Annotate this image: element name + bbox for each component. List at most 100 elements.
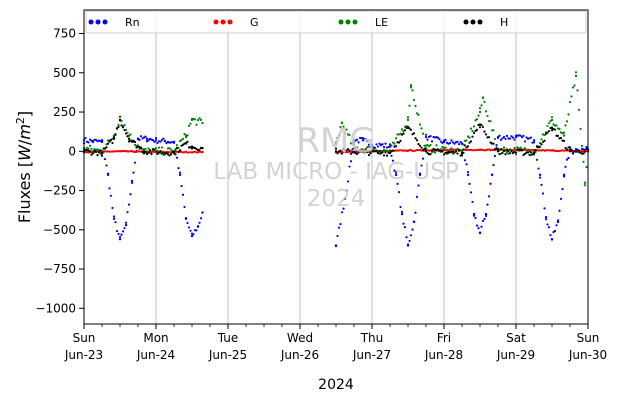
y-axis-label-suffix: ] bbox=[15, 111, 34, 117]
y-axis-label-unit-m: m bbox=[15, 124, 34, 140]
data-point bbox=[340, 211, 344, 214]
data-point bbox=[411, 228, 414, 231]
data-point bbox=[453, 142, 456, 145]
data-point bbox=[349, 152, 353, 155]
data-point bbox=[105, 164, 108, 167]
data-point bbox=[460, 154, 464, 157]
x-tick-label-date: Jun-26 bbox=[280, 348, 319, 362]
data-point bbox=[568, 148, 572, 151]
data-point bbox=[423, 147, 426, 150]
data-point bbox=[576, 89, 579, 92]
data-point bbox=[408, 239, 411, 243]
data-point bbox=[160, 138, 164, 141]
data-point bbox=[147, 151, 150, 154]
data-point bbox=[348, 133, 351, 137]
data-point bbox=[181, 193, 185, 196]
data-point bbox=[465, 139, 468, 142]
data-point bbox=[165, 152, 168, 155]
data-point bbox=[111, 206, 114, 210]
data-point-key bbox=[562, 134, 566, 137]
data-point bbox=[124, 132, 128, 135]
data-point bbox=[391, 141, 395, 144]
data-point bbox=[514, 153, 518, 156]
data-point bbox=[424, 133, 428, 136]
data-point bbox=[501, 137, 504, 140]
data-point bbox=[441, 145, 444, 149]
data-point bbox=[409, 234, 413, 237]
data-point bbox=[357, 141, 360, 144]
data-point bbox=[535, 158, 539, 161]
data-point bbox=[456, 152, 459, 155]
data-point bbox=[378, 149, 381, 153]
data-point bbox=[537, 167, 540, 170]
data-point-key bbox=[532, 151, 536, 155]
data-point bbox=[132, 171, 135, 174]
data-point bbox=[436, 148, 440, 151]
data-point bbox=[355, 138, 359, 141]
data-point bbox=[565, 120, 569, 123]
data-point bbox=[339, 149, 342, 152]
data-point bbox=[469, 127, 473, 130]
legend-label-rn: Rn bbox=[125, 16, 140, 29]
y-axis: 750 500 250 0 −250 −500 −750 −1000 bbox=[35, 27, 84, 315]
data-point bbox=[159, 149, 162, 153]
data-point bbox=[345, 149, 348, 152]
data-point bbox=[87, 147, 90, 150]
data-point bbox=[417, 184, 420, 187]
data-point bbox=[471, 129, 474, 133]
data-point bbox=[519, 146, 522, 149]
data-point bbox=[505, 134, 509, 138]
data-point bbox=[169, 148, 173, 151]
x-tick-label-day: Sun bbox=[577, 331, 600, 345]
x-tick-label-day: Fri bbox=[437, 331, 451, 345]
data-point bbox=[477, 227, 480, 230]
data-point-key bbox=[190, 145, 194, 148]
legend-box bbox=[85, 10, 587, 34]
data-point bbox=[367, 153, 371, 157]
data-point bbox=[444, 138, 447, 141]
data-point bbox=[390, 154, 393, 157]
data-point-key bbox=[532, 139, 536, 142]
y-tick-label: 750 bbox=[53, 27, 76, 41]
legend: Rn G LE H bbox=[85, 10, 587, 34]
data-point bbox=[123, 128, 126, 132]
data-point bbox=[364, 138, 368, 141]
watermark: RMG LAB MICRO - IAG-USP 2024 bbox=[213, 121, 459, 212]
data-point bbox=[133, 161, 137, 164]
data-point bbox=[367, 143, 371, 146]
data-point-key bbox=[478, 148, 482, 151]
data-point bbox=[450, 147, 453, 150]
data-point-key bbox=[100, 151, 104, 155]
data-point bbox=[504, 137, 507, 140]
data-point bbox=[505, 148, 509, 151]
data-point bbox=[409, 128, 413, 131]
data-point bbox=[556, 134, 560, 137]
data-point-key bbox=[154, 139, 158, 142]
data-point bbox=[108, 187, 111, 190]
data-point bbox=[400, 210, 404, 213]
data-point bbox=[546, 131, 549, 134]
data-point bbox=[120, 124, 123, 127]
data-point bbox=[355, 146, 359, 149]
legend-marker bbox=[470, 19, 476, 25]
data-point bbox=[442, 153, 446, 156]
data-point-key bbox=[118, 238, 122, 241]
data-point bbox=[157, 146, 161, 149]
data-point bbox=[342, 125, 345, 128]
legend-marker bbox=[338, 19, 344, 25]
data-point bbox=[418, 144, 422, 147]
data-point bbox=[426, 151, 429, 155]
data-point bbox=[462, 148, 465, 151]
data-point bbox=[523, 147, 527, 150]
legend-marker bbox=[220, 19, 226, 25]
data-point bbox=[454, 150, 458, 153]
data-point bbox=[339, 223, 342, 226]
data-point bbox=[96, 154, 99, 157]
data-point bbox=[180, 184, 183, 188]
data-point bbox=[385, 154, 389, 157]
data-point bbox=[475, 224, 479, 227]
data-point bbox=[156, 141, 159, 145]
data-point bbox=[388, 143, 392, 146]
data-point bbox=[375, 149, 378, 152]
x-tick-label-date: Jun-24 bbox=[136, 348, 175, 362]
